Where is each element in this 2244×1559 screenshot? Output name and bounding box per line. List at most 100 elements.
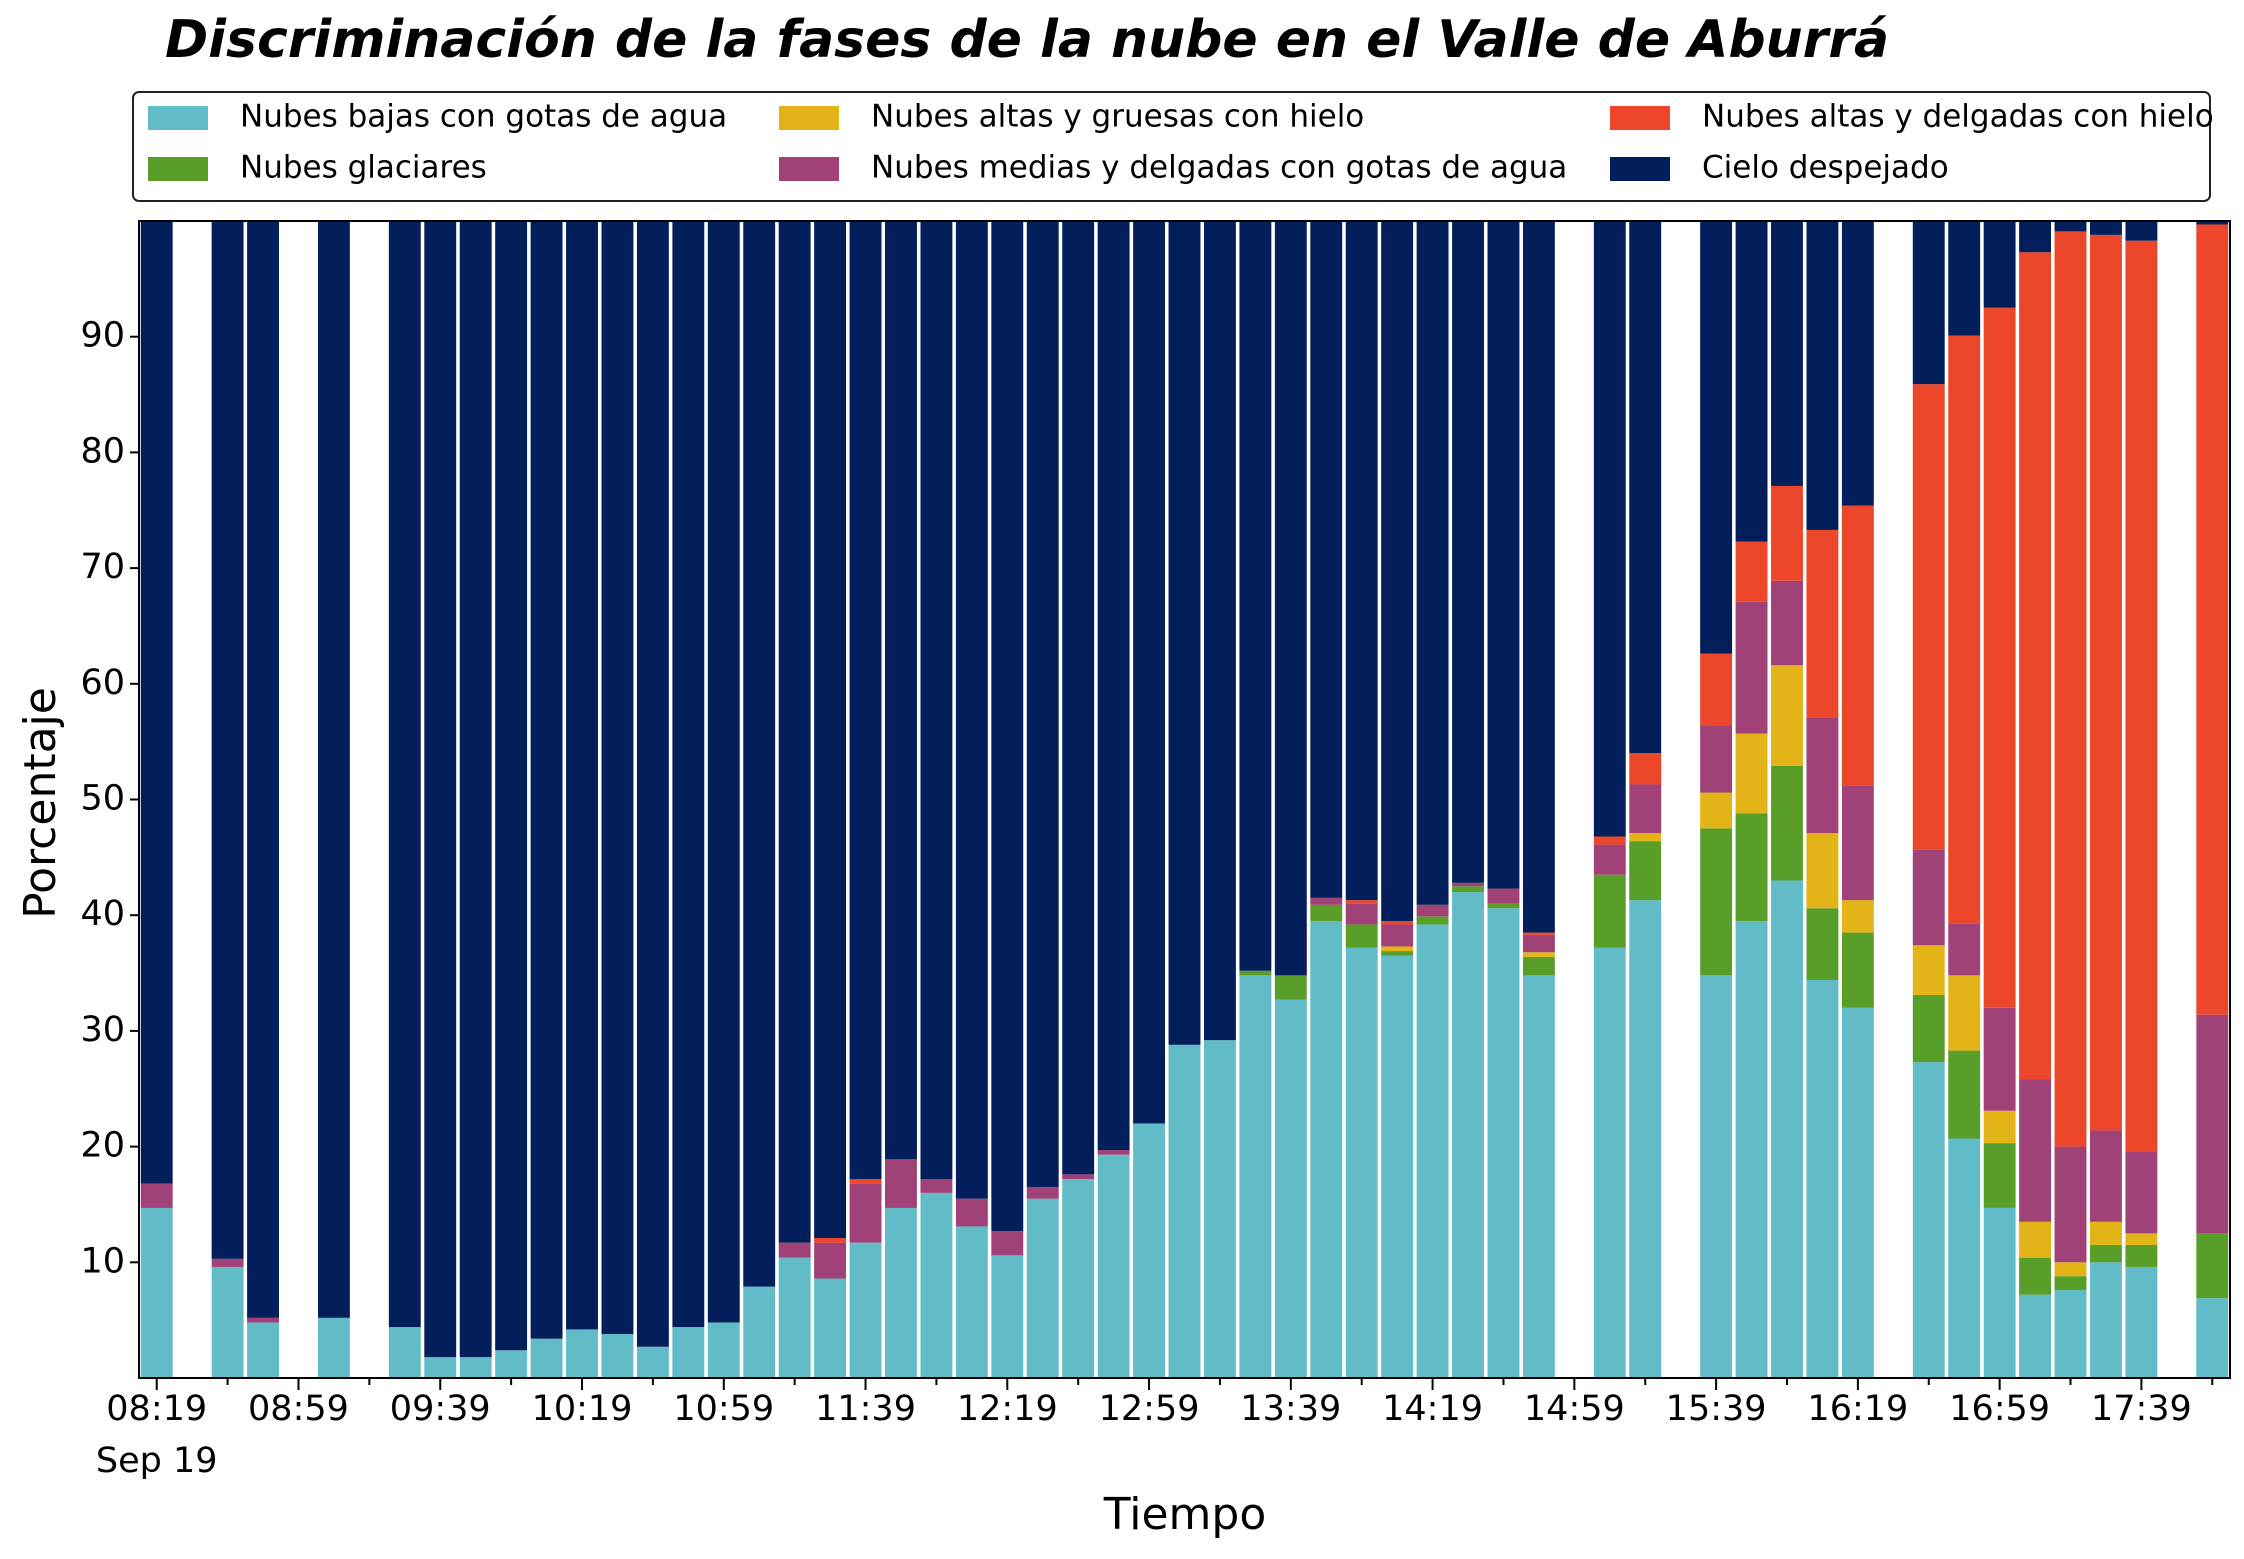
bar-segment	[140, 1207, 173, 1378]
bar-segment	[1593, 221, 1626, 837]
bar-segment	[2125, 1244, 2158, 1267]
bar-segment	[2019, 1079, 2052, 1222]
bar-segment	[601, 1334, 634, 1378]
bar-segment	[211, 1266, 244, 1378]
bar-segment	[211, 221, 244, 1259]
bar-segment	[991, 221, 1024, 1232]
y-tick-label: 50	[80, 779, 125, 819]
bar-segment	[1841, 900, 1874, 933]
bar-segment	[1381, 924, 1414, 947]
bar-segment	[1416, 904, 1449, 917]
bar-segment	[885, 1207, 917, 1378]
bar-segment	[1381, 920, 1414, 925]
bar-segment	[1806, 717, 1839, 834]
bar-segment	[2090, 1262, 2122, 1378]
bar-segment	[1487, 888, 1520, 904]
bar-segment	[814, 1242, 847, 1279]
bar-segment	[1983, 221, 2016, 308]
legend-swatch	[779, 106, 839, 130]
bar-segment	[1735, 813, 1768, 921]
bar-segment	[530, 1338, 563, 1378]
bar-segment	[1097, 1150, 1130, 1155]
bar-segment	[459, 1357, 492, 1378]
bar-segment	[1735, 541, 1768, 602]
bar-segment	[849, 1183, 882, 1243]
bar-segment	[1345, 221, 1378, 901]
bar-segment	[2196, 1014, 2229, 1234]
bar-segment	[317, 221, 350, 1318]
bar-segment	[1487, 903, 1520, 909]
bar-segment	[2196, 1298, 2229, 1378]
bar-segment	[1203, 1040, 1236, 1378]
bar-segment	[1026, 1198, 1059, 1378]
bar-segment	[1593, 836, 1626, 845]
bar-segment	[1806, 908, 1839, 980]
bar-segment	[2125, 240, 2158, 1152]
bar-segment	[1912, 221, 1945, 385]
bar-segment	[1771, 221, 1803, 486]
bar-segment	[991, 1231, 1024, 1256]
bar-segment	[672, 1327, 705, 1378]
chart-title: Discriminación de la fases de la nube en…	[165, 10, 1889, 70]
bar-segment	[1097, 221, 1130, 1151]
bar-segment	[1593, 844, 1626, 875]
bar-segment	[495, 1350, 528, 1378]
bar-segment	[140, 1183, 173, 1208]
bar-segment	[1948, 335, 1981, 924]
bar-segment	[1983, 1110, 2016, 1144]
bar-segment	[1133, 1123, 1166, 1378]
bar-segment	[1735, 601, 1768, 734]
bar-segment	[1771, 765, 1803, 881]
bar-segment	[211, 1258, 244, 1267]
bar-segment	[743, 1286, 776, 1378]
bar-segment	[1452, 882, 1484, 887]
bar-segment	[920, 1192, 953, 1378]
bar-segment	[1735, 733, 1768, 814]
bar-segment	[2090, 234, 2122, 1131]
bar-segment	[1522, 956, 1555, 976]
legend-label: Nubes altas y delgadas con hielo	[1702, 99, 2214, 135]
bar-segment	[1700, 725, 1733, 793]
bar-segment	[1345, 900, 1378, 904]
bar-segment	[1629, 784, 1662, 834]
legend-box	[132, 91, 2211, 202]
legend-label: Cielo despejado	[1702, 150, 1949, 186]
bar-segment	[1841, 932, 1874, 1008]
bar-segment	[1593, 874, 1626, 948]
bar-segment	[2090, 1221, 2122, 1245]
x-tick-label: 14:59	[1524, 1389, 1625, 1429]
bar-segment	[1062, 1174, 1095, 1179]
bar-segment	[1700, 975, 1733, 1378]
bar-segment	[2019, 221, 2052, 253]
bar-segment	[1239, 221, 1272, 971]
y-tick-label: 90	[80, 316, 125, 356]
x-tick-label: 13:39	[1240, 1389, 1341, 1429]
bar-segment	[1062, 221, 1095, 1175]
bar-segment	[1771, 485, 1803, 581]
bar-segment	[1912, 945, 1945, 996]
x-tick-label: 09:39	[390, 1389, 491, 1429]
x-tick-label: 10:19	[532, 1389, 633, 1429]
bar-segment	[2054, 1290, 2087, 1378]
bar-segment	[1381, 221, 1414, 921]
y-tick-label: 70	[80, 547, 125, 587]
bar-segment	[2054, 1276, 2087, 1291]
bar-segment	[636, 1346, 669, 1378]
bar-segment	[1062, 1178, 1095, 1378]
bar-segment	[1452, 892, 1484, 1378]
bar-segment	[814, 1238, 847, 1243]
x-tick-label: 15:39	[1666, 1389, 1767, 1429]
bar-segment	[2196, 224, 2229, 1015]
bar-segment	[2019, 1221, 2052, 1258]
bar-segment	[955, 1226, 988, 1378]
bar-segment	[1629, 833, 1662, 842]
bar-segment	[1912, 995, 1945, 1063]
bar-segment	[1771, 665, 1803, 766]
bar-segment	[1345, 903, 1378, 925]
bar-segment	[1983, 307, 2016, 1008]
bar-segment	[1026, 1187, 1059, 1199]
bar-segment	[778, 221, 811, 1243]
bar-segment	[2019, 1294, 2052, 1378]
bar-segment	[1629, 221, 1662, 754]
